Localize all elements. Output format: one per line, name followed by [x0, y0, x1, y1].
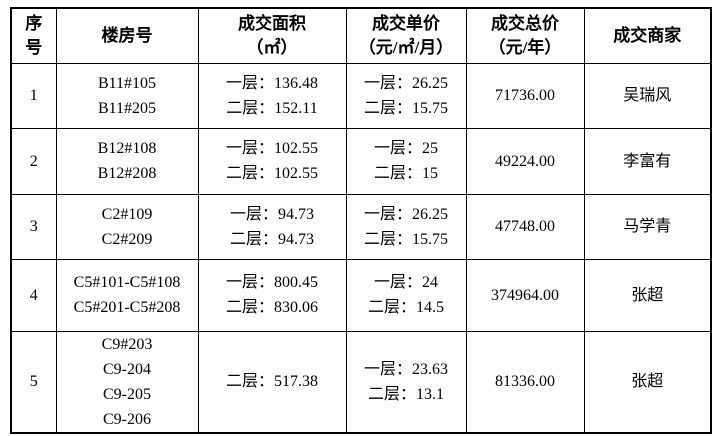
col-header-total-price: 成交总价 （元/年）: [465, 7, 585, 64]
cell-area: 一层：102.55 二层：102.55: [197, 127, 347, 195]
cell-merchant: 李富有: [583, 127, 712, 195]
col-header-building-no: 楼房号: [55, 7, 199, 64]
cell-building-no: C9#203 C9-204 C9-205 C9-206: [55, 330, 199, 433]
cell-merchant: 吴瑞风: [583, 62, 712, 129]
cell-unit-price: 一层：23.63 二层：13.1: [345, 330, 467, 433]
cell-unit-price: 一层：24 二层：14.5: [345, 258, 467, 332]
table-header-row: 序 号 楼房号 成交面积 （㎡） 成交单价 （元/㎡/月） 成交总价 （元/年）…: [10, 7, 712, 64]
cell-total-price: 71736.00: [465, 62, 585, 129]
transaction-table: 序 号 楼房号 成交面积 （㎡） 成交单价 （元/㎡/月） 成交总价 （元/年）…: [10, 7, 712, 434]
cell-serial: 4: [10, 258, 57, 332]
cell-total-price: 374964.00: [465, 258, 585, 332]
cell-serial: 1: [10, 62, 57, 129]
col-header-serial: 序 号: [10, 7, 57, 64]
cell-building-no: B12#108 B12#208: [55, 127, 199, 195]
cell-total-price: 49224.00: [465, 127, 585, 195]
cell-total-price: 81336.00: [465, 330, 585, 433]
cell-merchant: 张超: [583, 258, 712, 332]
cell-area: 一层：94.73 二层：94.73: [197, 193, 347, 260]
cell-building-no: C2#109 C2#209: [55, 193, 199, 260]
table-row: 3 C2#109 C2#209 一层：94.73 二层：94.73 一层：26.…: [10, 193, 712, 260]
cell-building-no: B11#105 B11#205: [55, 62, 199, 129]
table-row: 5 C9#203 C9-204 C9-205 C9-206 二层：517.38 …: [10, 330, 712, 433]
cell-unit-price: 一层：26.25 二层：15.75: [345, 62, 467, 129]
cell-area: 一层：800.45 二层：830.06: [197, 258, 347, 332]
cell-unit-price: 一层：25 二层：15: [345, 127, 467, 195]
cell-serial: 3: [10, 193, 57, 260]
cell-merchant: 张超: [583, 330, 712, 433]
cell-total-price: 47748.00: [465, 193, 585, 260]
table-row: 2 B12#108 B12#208 一层：102.55 二层：102.55 一层…: [10, 127, 712, 195]
col-header-area: 成交面积 （㎡）: [197, 7, 347, 64]
cell-merchant: 马学青: [583, 193, 712, 260]
col-header-merchant: 成交商家: [583, 7, 712, 64]
cell-building-no: C5#101-C5#108 C5#201-C5#208: [55, 258, 199, 332]
cell-area: 二层：517.38: [197, 330, 347, 433]
table-row: 4 C5#101-C5#108 C5#201-C5#208 一层：800.45 …: [10, 258, 712, 332]
cell-serial: 2: [10, 127, 57, 195]
cell-serial: 5: [10, 330, 57, 433]
cell-unit-price: 一层：26.25 二层：15.75: [345, 193, 467, 260]
table-row: 1 B11#105 B11#205 一层：136.48 二层：152.11 一层…: [10, 62, 712, 129]
cell-area: 一层：136.48 二层：152.11: [197, 62, 347, 129]
col-header-unit-price: 成交单价 （元/㎡/月）: [345, 7, 467, 64]
